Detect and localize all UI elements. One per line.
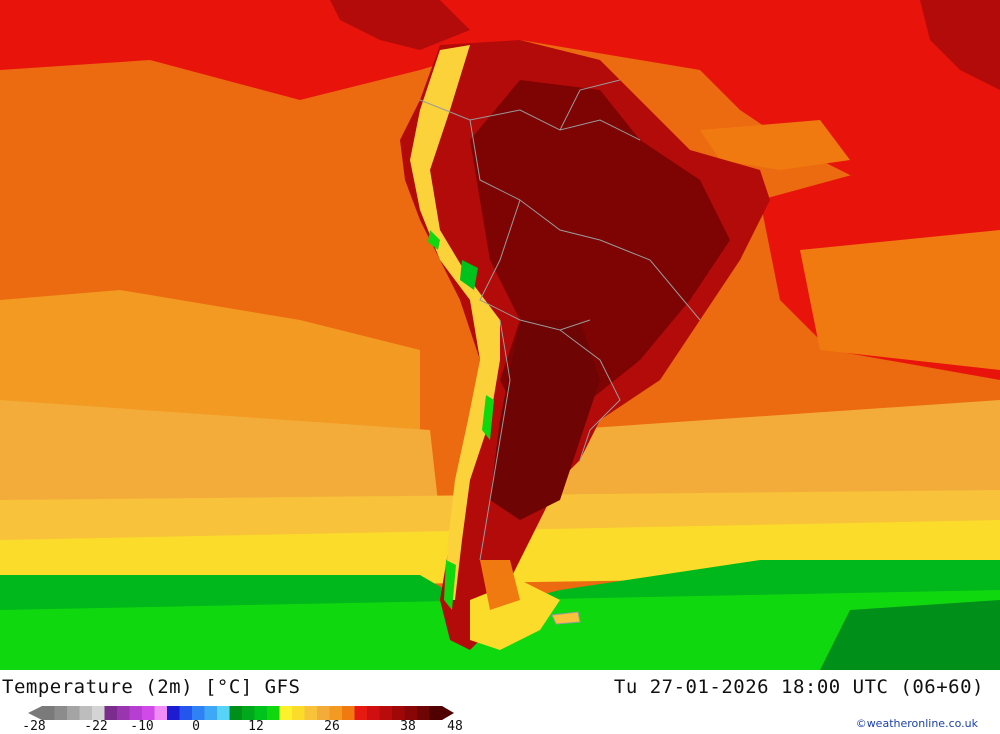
scale-swatch [404,706,418,720]
scale-swatch [367,706,380,720]
legend-tick: -22 [84,719,108,734]
scale-swatch [54,706,68,720]
ocean-mid-band-southwest [0,400,440,520]
central-america-land [330,0,470,50]
scale-swatch [379,706,393,720]
scale-swatch [429,706,443,720]
scale-swatch [304,706,318,720]
ocean-warm-east [800,230,1000,370]
map-footer: Temperature (2m) [°C] GFS Tu 27-01-2026 … [0,670,1000,734]
scale-swatch [229,706,243,720]
africa-land-corner [920,0,1000,90]
legend-tick: -28 [22,719,46,734]
color-scale-bar [28,706,454,720]
scale-swatch [167,706,180,720]
patagonia-warm [480,560,520,610]
scale-left-arrow [28,706,42,720]
ocean-hot-band-northeast [700,0,1000,230]
land-extreme-hot-south [490,320,600,520]
ocean-coldest-patch [820,600,1000,670]
scale-swatch [154,706,168,720]
scale-swatch [67,706,80,720]
scale-swatch [92,706,105,720]
legend-tick: -10 [130,719,154,734]
scale-swatch [217,706,230,720]
legend-tick: 0 [192,719,200,734]
scale-swatch [417,706,430,720]
scale-swatch [117,706,130,720]
scale-swatch [254,706,268,720]
scale-swatch [292,706,305,720]
temperature-map [0,0,1000,670]
scale-swatch [317,706,330,720]
falkland-islands [551,611,581,625]
andes-cool-strip [410,45,500,600]
scale-swatch [329,706,343,720]
andes-green-patch-1 [428,230,440,250]
legend-tick: 12 [248,719,264,734]
scale-swatch [192,706,205,720]
andes-green-patch-4 [444,560,456,610]
scale-swatch [267,706,280,720]
credit-link[interactable]: ©weatheronline.co.uk [855,717,978,730]
scale-swatch [354,706,368,720]
temperature-field [0,0,1000,670]
map-title: Temperature (2m) [°C] GFS [2,676,301,698]
scale-swatch [79,706,93,720]
scale-swatch [204,706,218,720]
scale-swatch [129,706,143,720]
scale-swatch [342,706,355,720]
scale-swatch [279,706,293,720]
scale-swatch [142,706,155,720]
scale-right-arrow [442,706,454,720]
valid-time: Tu 27-01-2026 18:00 UTC (06+60) [613,676,984,698]
scale-swatch [392,706,405,720]
scale-swatch [104,706,118,720]
legend-tick: 38 [400,719,416,734]
scale-swatch [242,706,255,720]
scale-swatch [179,706,193,720]
andes-green-patch-2 [460,260,478,290]
andes-green-patch-3 [482,395,494,440]
scale-swatch [42,706,55,720]
legend-tick: 48 [447,719,463,734]
legend-tick: 26 [324,719,340,734]
ocean-warm-patch [700,120,850,170]
country-borders [419,79,701,561]
